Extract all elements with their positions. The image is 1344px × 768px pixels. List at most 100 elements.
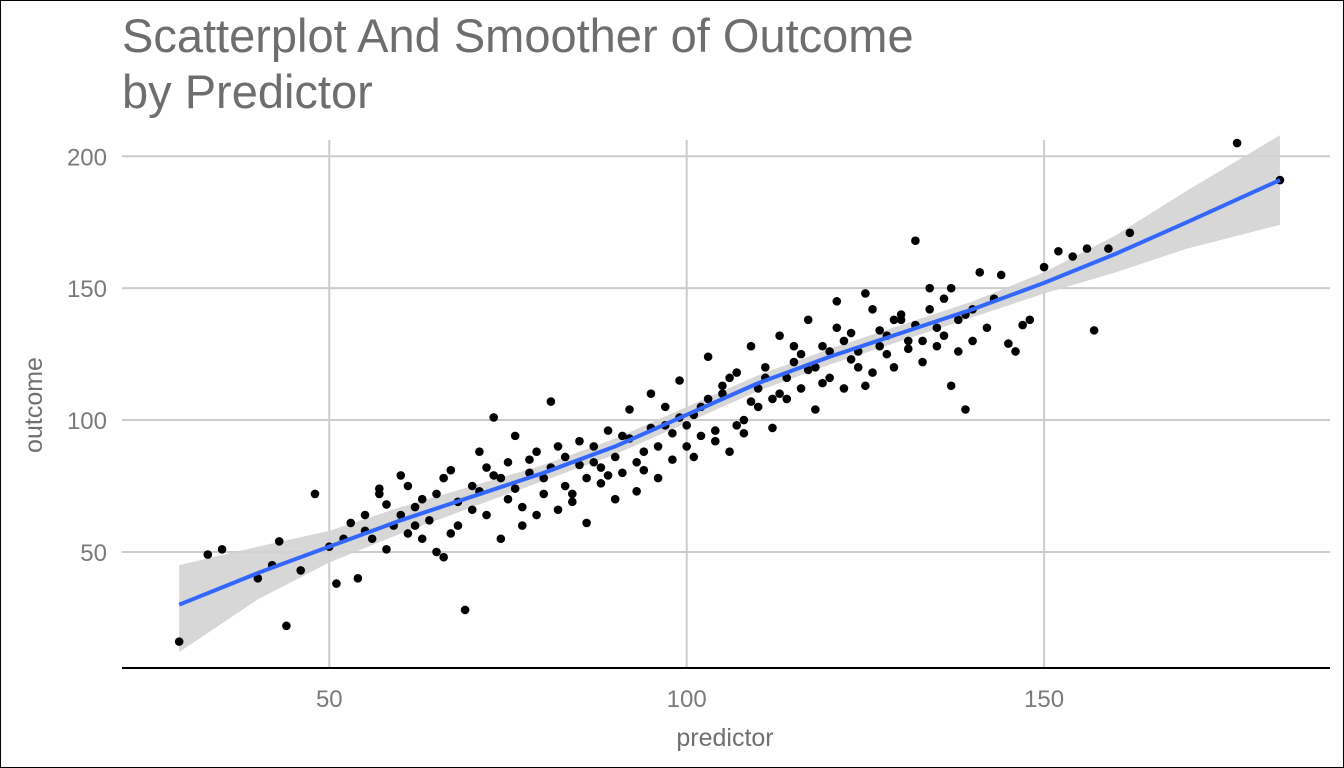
data-point: [825, 373, 834, 383]
data-point: [396, 471, 406, 480]
data-point: [932, 341, 942, 351]
data-point: [446, 465, 456, 475]
data-point: [332, 579, 341, 588]
data-point: [789, 341, 799, 351]
data-point: [653, 442, 663, 451]
data-point: [174, 637, 184, 646]
data-point: [625, 405, 634, 414]
data-point: [1232, 138, 1242, 148]
data-point: [868, 368, 877, 377]
data-point: [682, 421, 691, 430]
data-point: [403, 481, 413, 491]
data-point: [310, 489, 320, 499]
data-point: [939, 331, 949, 340]
data-point: [889, 363, 899, 372]
data-point: [703, 394, 713, 404]
data-point: [496, 534, 506, 544]
data-point: [1039, 262, 1049, 272]
data-point: [553, 505, 563, 515]
data-point: [496, 473, 506, 483]
data-point: [925, 283, 935, 293]
data-point: [832, 323, 842, 333]
data-point: [282, 621, 291, 631]
data-point: [403, 529, 413, 538]
data-point: [710, 426, 720, 435]
data-point: [775, 389, 784, 398]
data-point: [668, 455, 677, 464]
data-point: [596, 463, 606, 472]
data-point: [1011, 347, 1020, 356]
data-point: [875, 326, 884, 335]
data-points: [174, 138, 1285, 646]
smoother-line: [178, 178, 1281, 607]
data-point: [439, 473, 448, 483]
data-point: [825, 347, 834, 356]
chart-title: Scatterplot And Smoother of Outcome by P…: [122, 8, 914, 120]
data-point: [503, 457, 513, 467]
data-point: [582, 473, 591, 483]
data-point: [918, 336, 927, 346]
data-point: [203, 550, 213, 559]
data-point: [489, 413, 498, 422]
y-tick-label: 200: [67, 144, 107, 171]
data-point: [768, 394, 777, 404]
y-tick-label: 50: [80, 540, 107, 567]
data-point: [689, 452, 699, 462]
data-point: [861, 289, 870, 298]
data-point: [775, 331, 784, 340]
data-point: [903, 344, 913, 354]
data-point: [811, 363, 820, 372]
data-point: [346, 518, 356, 528]
data-point: [868, 304, 877, 314]
data-point: [975, 268, 985, 277]
data-point: [968, 336, 977, 346]
data-point: [532, 510, 541, 520]
data-point: [296, 566, 305, 575]
data-point: [382, 545, 391, 554]
data-point: [668, 428, 677, 438]
data-point: [510, 484, 520, 493]
data-point: [761, 363, 770, 372]
data-point: [1082, 244, 1092, 253]
y-tick-label: 100: [67, 408, 107, 435]
data-point: [746, 341, 756, 351]
data-point: [703, 352, 713, 362]
x-axis-title: predictor: [676, 724, 773, 752]
data-point: [503, 494, 513, 504]
data-point: [803, 315, 813, 325]
data-point: [739, 428, 749, 438]
data-point: [482, 463, 491, 472]
data-point: [475, 447, 484, 457]
data-point: [954, 347, 963, 356]
data-point: [517, 502, 527, 512]
data-point: [546, 397, 556, 406]
data-point: [539, 489, 549, 499]
data-point: [589, 457, 599, 467]
data-point: [489, 471, 498, 480]
data-point: [818, 378, 827, 388]
x-tick-label: 150: [1024, 686, 1064, 713]
data-point: [610, 452, 620, 462]
data-point: [410, 521, 420, 530]
data-point: [639, 447, 649, 457]
data-point: [725, 373, 734, 383]
data-point: [603, 426, 613, 435]
data-point: [375, 489, 384, 499]
data-point: [1104, 244, 1113, 253]
data-point: [432, 489, 441, 499]
data-point: [603, 471, 613, 480]
data-point: [460, 605, 470, 615]
data-point: [360, 510, 370, 520]
data-point: [796, 384, 806, 393]
data-point: [796, 349, 806, 359]
data-point: [903, 336, 913, 346]
data-point: [396, 510, 406, 520]
y-axis-title: outcome: [20, 357, 48, 453]
data-point: [539, 473, 549, 483]
data-point: [553, 442, 563, 451]
data-point: [846, 355, 856, 364]
data-point: [653, 473, 663, 483]
data-point: [532, 447, 541, 457]
data-point: [568, 497, 577, 507]
